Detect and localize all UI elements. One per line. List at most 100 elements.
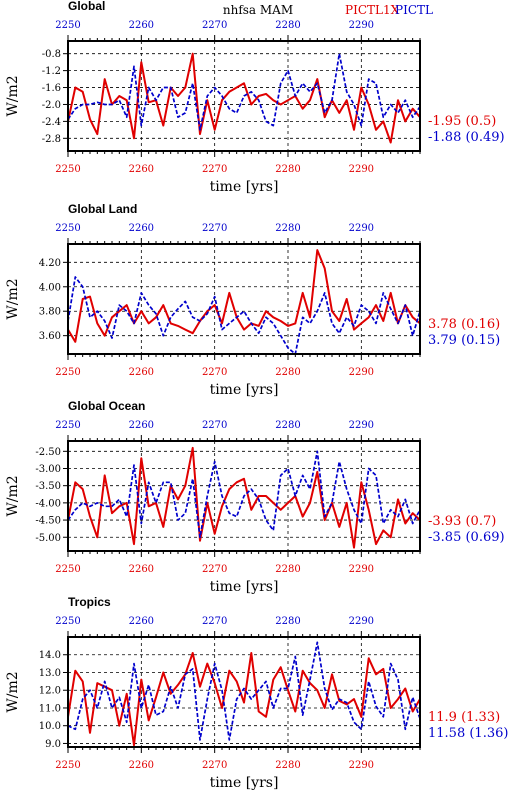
y-tick-label: -2.8 [42,134,61,145]
x-tick-label: 2270 [202,760,227,771]
y-tick-label: -3.50 [35,481,61,492]
ctl-legend-label: PICTL [395,3,433,17]
y-tick-label: 4.00 [39,282,61,293]
panel-title: Global Land [68,202,137,216]
y-axis-label: W/m2 [5,475,21,516]
x-tick-label: 2260 [129,564,154,575]
series-line-ctl [67,450,421,539]
x-tick-label: 2250 [55,367,80,378]
x-tick-label: 2270 [202,564,227,575]
x-tick-label-top: 2290 [349,20,374,31]
x-tick-label-top: 2260 [129,223,154,234]
x-tick-label-top: 2260 [129,420,154,431]
x-tick-label-top: 2260 [129,20,154,31]
series-line-ctl [67,52,421,131]
y-tick-label: 9.0 [45,739,61,750]
panel-0: Global -0.8 -1.2 -1.6 -2.0 -2.4 -2.8 2250 2260 22… [5,0,505,195]
y-tick-label: 12.0 [39,686,61,697]
y-tick-label: -2.50 [35,447,61,458]
x-tick-label-top: 2270 [202,420,227,431]
x-tick-label: 2260 [129,367,154,378]
series-line-exp [67,249,421,343]
y-tick-label: -2.4 [42,117,61,128]
panel-3: Tropics 14.0 13.0 12.0 11.0 10.0 9.0 2250 2260 22… [5,595,508,791]
y-tick-label: -3.00 [35,464,61,475]
x-tick-label: 2250 [55,164,80,175]
y-tick-label: -4.50 [35,516,61,527]
x-axis-label: time [yrs] [210,775,279,791]
y-tick-label: 3.80 [39,307,61,318]
x-tick-label: 2270 [202,367,227,378]
y-tick-label: -4.00 [35,498,61,509]
y-tick-label: 11.0 [39,703,61,714]
x-axis-label: time [yrs] [210,382,279,398]
x-tick-label: 2290 [349,164,374,175]
series-stat-ctl: 11.58 (1.36) [428,726,508,741]
x-tick-label: 2260 [129,164,154,175]
series-stat-ctl: -3.85 (0.69) [428,530,505,545]
x-tick-label-top: 2280 [275,223,300,234]
panel-title: Global [68,0,105,13]
x-tick-label-top: 2250 [55,616,80,627]
x-tick-label: 2290 [349,367,374,378]
x-tick-label-top: 2250 [55,420,80,431]
x-tick-label-top: 2290 [349,420,374,431]
x-tick-label-top: 2290 [349,223,374,234]
x-tick-label: 2290 [349,564,374,575]
panels-container: Global -0.8 -1.2 -1.6 -2.0 -2.4 -2.8 2250 2260 22… [5,0,508,791]
panel-title: Global Ocean [68,399,145,413]
x-tick-label: 2280 [275,164,300,175]
x-tick-label: 2280 [275,760,300,771]
y-tick-label: -0.8 [42,49,61,60]
y-tick-label: 13.0 [39,668,61,679]
y-axis-label: W/m2 [5,75,21,116]
x-tick-label-top: 2270 [202,223,227,234]
y-tick-label: 10.0 [39,721,61,732]
x-tick-label-top: 2270 [202,20,227,31]
x-tick-label-top: 2260 [129,616,154,627]
x-tick-label: 2280 [275,564,300,575]
panel-title: Tropics [68,595,111,609]
series-stat-exp: -3.93 (0.7) [428,514,496,529]
x-tick-label: 2290 [349,760,374,771]
y-axis-label: W/m2 [5,278,21,319]
x-tick-label-top: 2270 [202,616,227,627]
x-tick-label: 2250 [55,760,80,771]
x-tick-label-top: 2280 [275,20,300,31]
figure-title: nhfsa MAM [223,3,293,17]
x-tick-label-top: 2280 [275,616,300,627]
x-tick-label-top: 2250 [55,223,80,234]
series-stat-exp: 3.78 (0.16) [428,317,500,332]
series-stat-exp: 11.9 (1.33) [428,710,500,725]
series-stat-ctl: -1.88 (0.49) [428,130,505,145]
x-tick-label-top: 2280 [275,420,300,431]
panel-2: Global Ocean -2.50 -3.00 -3.50 -4.00 -4.50 -5.… [5,399,505,595]
x-tick-label: 2260 [129,760,154,771]
panel-1: Global Land 4.20 4.00 3.80 3.60 2250 2260 2270 2… [5,202,500,398]
x-tick-label: 2250 [55,564,80,575]
y-tick-label: 4.20 [39,258,61,269]
series-line-exp [67,446,421,549]
x-tick-label-top: 2290 [349,616,374,627]
series-line-exp [67,52,421,144]
x-tick-label: 2280 [275,367,300,378]
plot-frame [67,243,421,355]
y-tick-label: 14.0 [39,650,61,661]
exp-legend-label: PICTL1X [345,3,400,17]
y-axis-label: W/m2 [5,671,21,712]
y-tick-label: 3.60 [39,331,61,342]
x-axis-label: time [yrs] [210,579,279,595]
y-tick-label: -1.2 [42,66,61,77]
x-tick-label: 2270 [202,164,227,175]
series-stat-exp: -1.95 (0.5) [428,114,496,129]
x-tick-label-top: 2250 [55,20,80,31]
series-line-ctl [67,276,421,355]
plot-frame [67,636,421,748]
series-stat-ctl: 3.79 (0.15) [428,333,500,348]
y-tick-label: -2.0 [42,100,61,111]
series-line-exp [67,652,421,747]
x-axis-label: time [yrs] [210,179,279,195]
plot-frame [67,40,421,152]
y-tick-label: -1.6 [42,83,61,94]
